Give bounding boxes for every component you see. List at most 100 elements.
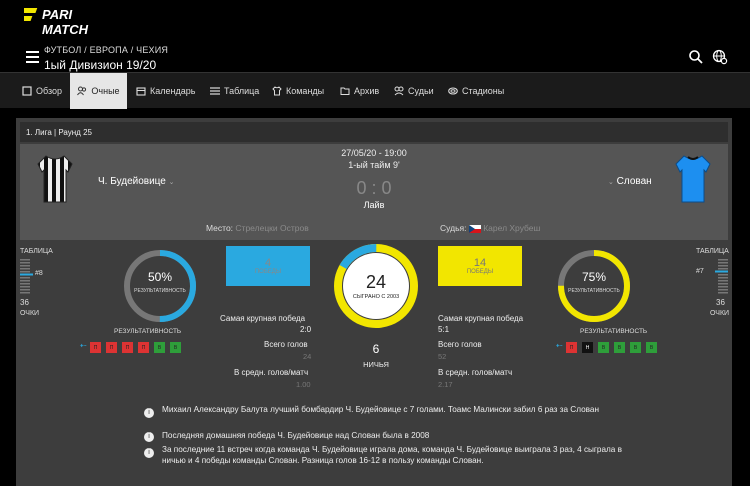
users-icon: [77, 86, 87, 96]
svg-text:PARI: PARI: [42, 7, 72, 22]
home-team-name[interactable]: Ч. Будейовице ⌄: [98, 176, 175, 187]
tab-label: Архив: [354, 86, 380, 96]
table-label-right: ТАБЛИЦА: [696, 248, 729, 255]
tab-calendar[interactable]: Календарь: [136, 73, 195, 109]
home-points: 36: [20, 298, 29, 307]
tab-stadiums[interactable]: Стадионы: [448, 73, 504, 109]
table-icon: [210, 87, 220, 95]
tab-overview[interactable]: Обзор: [22, 73, 62, 109]
chevron-down-icon: ⌄: [608, 179, 614, 186]
home-goals-value: 24: [303, 352, 312, 361]
away-avg-value: 2.17: [438, 380, 453, 389]
home-effectiveness-label: РЕЗУЛЬТАТИВНОСТЬ: [134, 288, 186, 294]
fact-item: Михаил Александру Балута лучший бомбарди…: [162, 405, 599, 414]
form-result: Н: [582, 342, 593, 353]
away-rank: #7: [696, 268, 704, 275]
form-result: П: [106, 342, 117, 353]
home-wins-label: ПОБЕДЫ: [254, 269, 282, 275]
parimatch-logo[interactable]: PARI MATCH: [24, 6, 124, 38]
played-count: 24: [365, 272, 387, 292]
header: PARI MATCH ФУТБОЛ / ЕВРОПА / ЧЕХИЯ 1ый Д…: [0, 0, 750, 72]
globe-settings-icon[interactable]: [712, 49, 728, 65]
tab-label: Обзор: [36, 86, 62, 96]
folder-icon: [340, 87, 350, 95]
tab-referees[interactable]: Судьи: [394, 73, 434, 109]
form-result: В: [154, 342, 165, 353]
live-status: Лайв: [363, 200, 385, 210]
points-label-right: ОЧКИ: [710, 310, 730, 317]
venue-value: Стрелецки Остров: [235, 223, 309, 233]
form-result: В: [630, 342, 641, 353]
home-biggest-label: Самая крупная победа: [220, 314, 306, 323]
away-shirt-icon: [675, 155, 711, 203]
away-points: 36: [716, 298, 725, 307]
home-rank: #8: [35, 270, 43, 277]
shirt-icon: [272, 86, 282, 96]
form-result: В: [598, 342, 609, 353]
away-form-label: РЕЗУЛЬТАТИВНОСТЬ: [580, 328, 648, 335]
head-to-head-donut: [334, 244, 418, 328]
form-result: П: [90, 342, 101, 353]
home-effectiveness-value: 50%: [147, 270, 173, 284]
away-effectiveness-donut: [558, 250, 630, 322]
page-title: 1ый Дивизион 19/20: [44, 58, 157, 72]
search-icon[interactable]: [688, 49, 704, 65]
away-effectiveness-value: 75%: [581, 270, 607, 284]
form-result: П: [566, 342, 577, 353]
away-goals-label: Всего голов: [438, 340, 482, 349]
arrow-left-icon: ⇠: [80, 341, 87, 350]
draws-label: НИЧЬЯ: [363, 360, 389, 369]
form-result: В: [614, 342, 625, 353]
home-team-label: Ч. Будейовице: [98, 176, 166, 187]
table-label-left: ТАБЛИЦА: [20, 248, 53, 255]
form-result: В: [170, 342, 181, 353]
tab-archive[interactable]: Архив: [340, 73, 379, 109]
info-icon: i: [144, 432, 154, 442]
match-score: 0 : 0: [356, 178, 392, 198]
away-rank-bars: [715, 259, 728, 294]
tab-label: Стадионы: [462, 86, 505, 96]
tab-head-to-head[interactable]: Очные: [70, 73, 127, 109]
home-avg-value: 1.00: [296, 380, 311, 389]
points-label-left: ОЧКИ: [20, 310, 40, 317]
match-period: 1-ый тайм 9': [348, 160, 400, 170]
away-wins-count: 14: [473, 257, 487, 269]
tab-teams[interactable]: Команды: [272, 73, 324, 109]
tab-label: Таблица: [224, 86, 260, 96]
away-biggest-value: 5:1: [438, 325, 450, 334]
tab-label: Судьи: [408, 86, 434, 96]
referee-icon: [394, 86, 404, 96]
fact-item: За последние 11 встреч когда команда Ч. …: [162, 445, 622, 465]
match-header: Ч. Будейовице ⌄ 27/05/20 - 19:00 1-ый та…: [20, 144, 728, 240]
referee: Судья: Карел Хрубеш: [440, 223, 540, 233]
round-header: 1. Лига | Раунд 25: [20, 122, 728, 142]
facts-list: i Михаил Александру Балута лучший бомбар…: [20, 404, 728, 486]
away-wins-box: 14 ПОБЕДЫ: [438, 246, 522, 286]
away-team-name[interactable]: ⌄ Слован: [608, 176, 652, 187]
played-label: СЫГРАНО С 2003: [352, 294, 400, 300]
tab-label: Календарь: [150, 86, 196, 96]
calendar-icon: [136, 87, 146, 96]
breadcrumb[interactable]: ФУТБОЛ / ЕВРОПА / ЧЕХИЯ: [44, 45, 169, 55]
tab-label: Команды: [286, 86, 325, 96]
home-effectiveness-donut: [124, 250, 196, 322]
home-biggest-value: 2:0: [300, 325, 312, 334]
away-goals-value: 52: [438, 352, 447, 361]
away-avg-label: В средн. голов/матч: [438, 368, 513, 377]
referee-value: Карел Хрубеш: [483, 223, 541, 233]
svg-text:MATCH: MATCH: [42, 22, 89, 37]
away-biggest-label: Самая крупная победа: [438, 314, 524, 323]
fact-item: Последняя домашняя победа Ч. Будейовице …: [162, 431, 430, 440]
cube-icon: [22, 86, 32, 96]
form-result: П: [122, 342, 133, 353]
away-team-label: Слован: [616, 176, 652, 187]
venue-label: Место:: [206, 223, 234, 233]
home-rank-bars: [20, 259, 33, 294]
draws-count: 6: [372, 342, 380, 356]
tab-label: Очные: [91, 86, 120, 96]
home-avg-label: В средн. голов/матч: [234, 368, 309, 377]
referee-label: Судья:: [440, 223, 467, 233]
tab-table[interactable]: Таблица: [210, 73, 259, 109]
menu-icon[interactable]: [26, 51, 39, 63]
czech-flag-icon: [468, 224, 481, 233]
